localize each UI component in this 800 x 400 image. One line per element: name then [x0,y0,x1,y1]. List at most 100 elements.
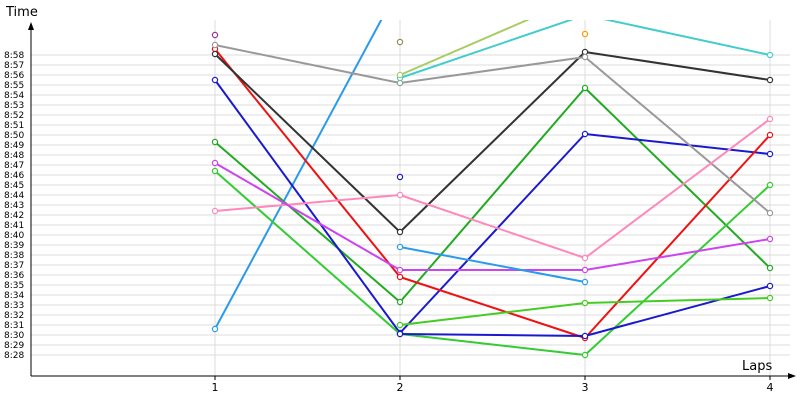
y-tick-label: 8:57 [4,61,24,71]
series-6 [211,48,774,236]
series-segment [399,20,574,79]
data-point [766,115,774,123]
series-segment [399,194,586,259]
y-tick-label: 8:42 [4,211,24,221]
y-tick-label: 8:51 [4,121,24,131]
y-tick-label: 8:38 [4,251,24,261]
data-point [581,299,589,307]
y-tick-label: 8:48 [4,151,24,161]
x-axis-arrow [788,373,796,379]
data-point [581,266,589,274]
y-tick-label: 8:53 [4,101,24,111]
series-15 [396,20,530,79]
data-point [211,138,219,146]
series-segment [399,302,586,326]
data-point [211,159,219,167]
y-tick-label: 8:29 [4,341,24,351]
series-1 [211,20,383,333]
series-9 [211,159,774,274]
data-point [211,207,219,215]
data-point [211,325,219,333]
data-point [581,84,589,92]
y-axis-arrow [28,22,34,30]
y-tick-label: 8:47 [4,161,24,171]
series-5 [211,45,774,342]
data-point [766,181,774,189]
y-tick-label: 8:35 [4,281,24,291]
y-tick-label: 8:34 [4,291,24,301]
series-18 [581,30,589,38]
data-point [766,294,774,302]
series-segment [399,333,586,337]
y-tick-label: 8:32 [4,311,24,321]
series-segment [584,87,771,269]
series-4 [211,167,774,359]
series-segment [214,20,383,330]
x-tick-labels: 1 2 3 4 [212,381,774,394]
data-point [581,332,589,340]
series-segment [399,133,586,334]
series-segment [584,134,771,339]
y-tick-label: 8:55 [4,81,24,91]
y-tick-label: 8:31 [4,321,24,331]
series-16 [396,38,404,46]
data-point [766,51,774,59]
y-tick-label: 8:37 [4,261,24,271]
y-tick-label: 8:44 [4,191,24,201]
y-tick-label: 8:28 [4,351,24,361]
data-point [766,76,774,84]
data-point [766,282,774,290]
series-10 [396,243,589,286]
series-segment [214,53,401,233]
y-tick-label: 8:50 [4,131,24,141]
series-11 [396,173,404,181]
data-point [396,321,404,329]
series-12 [396,282,774,340]
data-point [581,351,589,359]
data-point [766,209,774,217]
data-point [581,53,589,61]
data-point [396,273,404,281]
series-segment [214,44,401,84]
y-axis-title: Time [5,5,38,20]
data-point [766,131,774,139]
series-segment [399,333,586,356]
data-point [766,150,774,158]
data-point [581,254,589,262]
data-point [211,41,219,49]
y-tick-label: 8:33 [4,301,24,311]
x-grid-lines [214,20,771,380]
y-tick-label: 8:49 [4,141,24,151]
series-segment [399,51,586,233]
data-point [211,76,219,84]
data-point [396,298,404,306]
series-segment [214,79,401,334]
series-segment [399,87,586,303]
data-point [396,266,404,274]
series-8 [211,115,774,262]
y-tick-label: 8:36 [4,271,24,281]
data-point [581,30,589,38]
x-tick-label: 2 [397,381,404,394]
data-point [396,228,404,236]
y-tick-labels: 8:288:298:308:318:328:338:348:358:368:37… [4,51,24,361]
series-segment [214,141,401,303]
series-2 [211,84,774,306]
data-point [396,191,404,199]
x-tick-label: 1 [212,381,219,394]
series-segment [214,194,401,212]
y-tick-label: 8:56 [4,71,24,81]
y-tick-label: 8:52 [4,111,24,121]
series-segment [584,238,771,271]
data-point [766,264,774,272]
data-point [581,278,589,286]
series-segment [214,162,401,271]
y-tick-label: 8:46 [4,171,24,181]
y-tick-label: 8:45 [4,181,24,191]
data-point [211,31,219,39]
series-segment [584,285,771,337]
series-segment [214,48,401,278]
y-tick-label: 8:43 [4,201,24,211]
series-segment [584,56,771,214]
data-point [396,71,404,79]
